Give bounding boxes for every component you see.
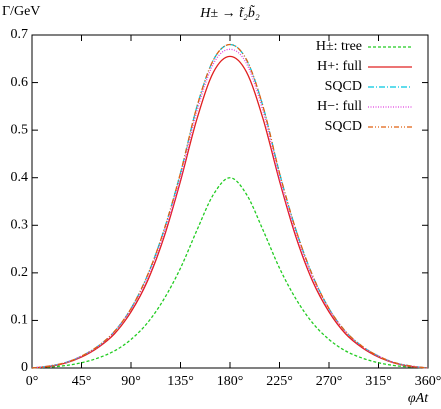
- x-tick-label: 135°: [167, 374, 194, 389]
- y-tick-label: 0.7: [11, 27, 29, 42]
- legend-label: H+: full: [317, 59, 362, 74]
- series-line: [31, 43, 429, 369]
- legend-label: SQCD: [325, 79, 362, 94]
- legend-label: H−: full: [317, 99, 362, 114]
- y-tick-label: 0.1: [11, 313, 29, 328]
- x-tick-label: 315°: [365, 374, 392, 389]
- x-tick-label: 360°: [415, 374, 441, 389]
- x-axis-label: φAt: [408, 391, 429, 406]
- series-line: [31, 55, 429, 369]
- series-line: [31, 177, 429, 369]
- y-tick-label: 0: [21, 360, 28, 375]
- x-tick-label: 225°: [266, 374, 293, 389]
- x-tick-label: 270°: [316, 374, 343, 389]
- y-tick-label: 0.6: [11, 75, 29, 90]
- x-tick-label: 180°: [217, 374, 244, 389]
- plot-frame: [31, 34, 429, 369]
- legend-label: SQCD: [325, 119, 362, 134]
- y-tick-label: 0.2: [11, 265, 29, 280]
- x-tick-label: 0°: [26, 374, 39, 389]
- x-tick-label: 90°: [121, 374, 141, 389]
- legend-label: H±: tree: [316, 39, 362, 54]
- y-tick-label: 0.4: [11, 170, 29, 185]
- x-tick-label: 45°: [72, 374, 92, 389]
- series-line: [31, 48, 429, 369]
- series-line: [31, 43, 429, 369]
- y-tick-label: 0.3: [11, 218, 29, 233]
- y-tick-label: 0.5: [11, 122, 29, 137]
- chart-title: H± → t̃₂b̃₂: [199, 4, 260, 21]
- y-axis-label: Γ/GeV: [2, 4, 40, 19]
